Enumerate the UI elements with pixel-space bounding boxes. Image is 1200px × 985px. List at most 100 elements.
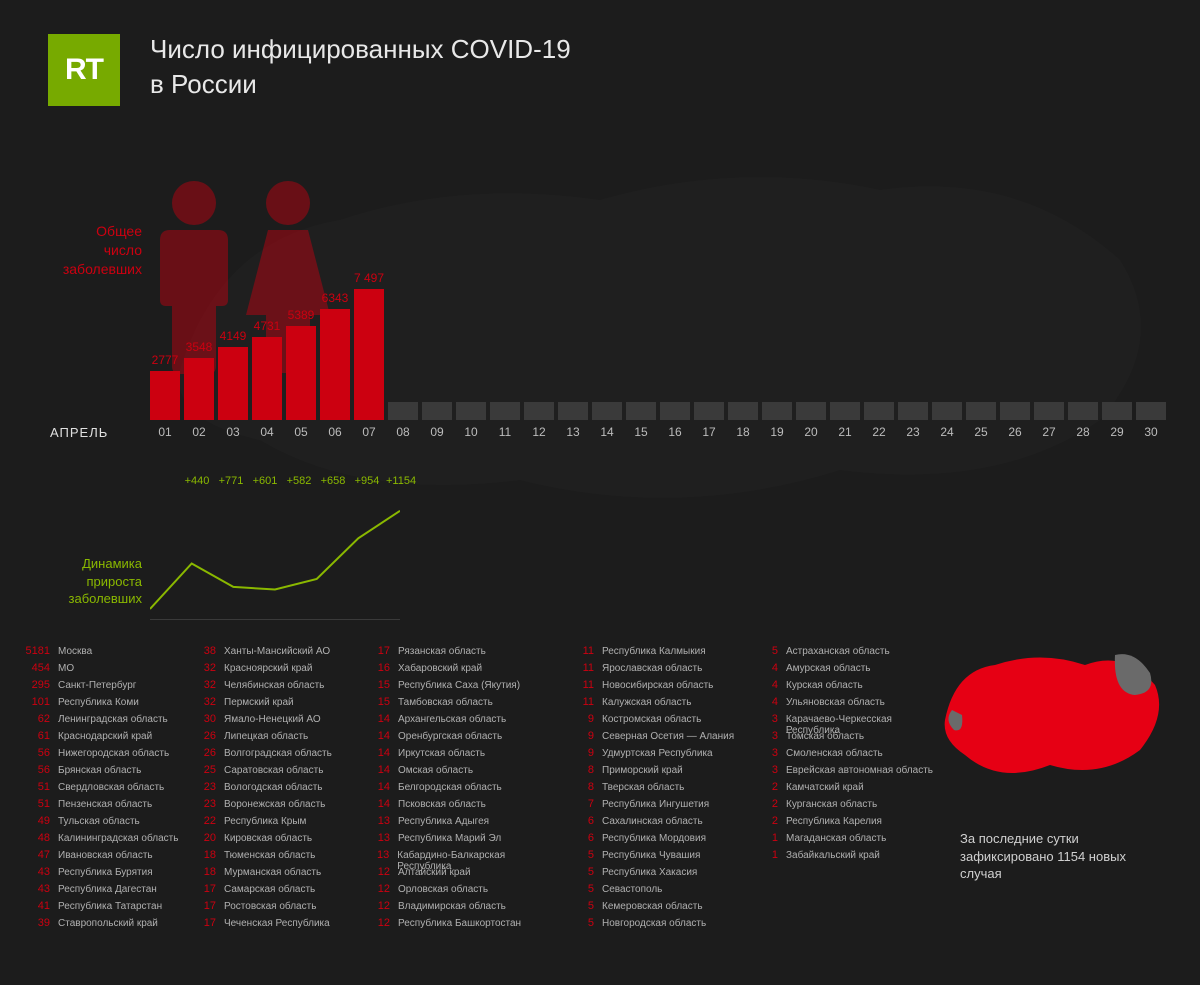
region-row: 3Еврейская автономная область xyxy=(748,764,948,781)
region-name: Владимирская область xyxy=(398,901,506,912)
region-count: 5 xyxy=(564,900,594,912)
region-name: Омская область xyxy=(398,765,473,776)
bar-day-21 xyxy=(830,402,860,420)
region-name: Воронежская область xyxy=(224,799,325,810)
region-name: Астраханская область xyxy=(786,646,890,657)
region-row: 43Республика Бурятия xyxy=(20,866,180,883)
region-count: 5 xyxy=(564,866,594,878)
region-count: 13 xyxy=(360,832,390,844)
day-label: 12 xyxy=(524,425,554,439)
day-label: 05 xyxy=(286,425,316,439)
day-label: 28 xyxy=(1068,425,1098,439)
region-row: 9Удмуртская Республика xyxy=(564,747,742,764)
region-row: 22Республика Крым xyxy=(186,815,354,832)
region-name: Республика Дагестан xyxy=(58,884,157,895)
region-count: 11 xyxy=(564,679,594,691)
region-name: Магаданская область xyxy=(786,833,886,844)
mini-russia-map xyxy=(940,640,1170,790)
bar-day-19 xyxy=(762,402,792,420)
region-count: 9 xyxy=(564,747,594,759)
region-row: 8Приморский край xyxy=(564,764,742,781)
region-count: 38 xyxy=(186,645,216,657)
bar-day-30 xyxy=(1136,402,1166,420)
region-row: 56Брянская область xyxy=(20,764,180,781)
day-label: 01 xyxy=(150,425,180,439)
region-row: 43Республика Дагестан xyxy=(20,883,180,900)
delta-labels: +440+771+601+582+658+954+1154 xyxy=(182,475,416,487)
region-row: 5Новгородская область xyxy=(564,917,742,934)
region-name: Забайкальский край xyxy=(786,850,880,861)
line-chart-label: Динамика прироста заболевших xyxy=(30,555,142,608)
region-row: 5181Москва xyxy=(20,645,180,662)
day-label: 04 xyxy=(252,425,282,439)
region-row: 454МО xyxy=(20,662,180,679)
delta-value: +658 xyxy=(318,475,348,487)
region-name: Ульяновская область xyxy=(786,697,885,708)
region-count: 14 xyxy=(360,730,390,742)
region-count: 4 xyxy=(748,679,778,691)
region-name: Костромская область xyxy=(602,714,701,725)
bar-value: 3548 xyxy=(186,340,213,354)
region-row: 5Республика Чувашия xyxy=(564,849,742,866)
x-axis-days: 0102030405060708091011121314151617181920… xyxy=(150,425,1170,439)
bar-day-16 xyxy=(660,402,690,420)
region-row: 3Карачаево-Черкесская Республика xyxy=(748,713,948,730)
region-row: 17Рязанская область xyxy=(360,645,558,662)
region-name: Новосибирская область xyxy=(602,680,713,691)
region-row: 51Пензенская область xyxy=(20,798,180,815)
region-name: Новгородская область xyxy=(602,918,706,929)
region-count: 26 xyxy=(186,730,216,742)
region-count: 13 xyxy=(360,815,390,827)
region-name: Архангельская область xyxy=(398,714,506,725)
region-name: Свердловская область xyxy=(58,782,164,793)
bar-day-8 xyxy=(388,402,418,420)
region-count: 295 xyxy=(20,679,50,691)
bar-chart: 2777354841494731538963437 497 xyxy=(150,240,1170,420)
region-name: Республика Чувашия xyxy=(602,850,700,861)
day-label: 18 xyxy=(728,425,758,439)
region-row: 32Пермский край xyxy=(186,696,354,713)
region-name: Курская область xyxy=(786,680,863,691)
region-row: 18Мурманская область xyxy=(186,866,354,883)
region-row: 2Курганская область xyxy=(748,798,948,815)
region-name: Псковская область xyxy=(398,799,486,810)
region-name: Иркутская область xyxy=(398,748,485,759)
region-name: Липецкая область xyxy=(224,731,308,742)
region-row: 25Саратовская область xyxy=(186,764,354,781)
region-column: 17Рязанская область16Хабаровский край15Р… xyxy=(360,645,558,934)
region-name: Тамбовская область xyxy=(398,697,493,708)
region-row: 14Омская область xyxy=(360,764,558,781)
region-count: 2 xyxy=(748,781,778,793)
region-row: 11Республика Калмыкия xyxy=(564,645,742,662)
region-count: 32 xyxy=(186,662,216,674)
day-label: 09 xyxy=(422,425,452,439)
region-count: 14 xyxy=(360,781,390,793)
region-name: Ставропольский край xyxy=(58,918,158,929)
bar-day-27 xyxy=(1034,402,1064,420)
region-count: 48 xyxy=(20,832,50,844)
region-row: 9Костромская область xyxy=(564,713,742,730)
region-name: Республика Марий Эл xyxy=(398,833,501,844)
region-row: 14Оренбургская область xyxy=(360,730,558,747)
region-row: 23Вологодская область xyxy=(186,781,354,798)
region-count: 32 xyxy=(186,679,216,691)
region-row: 17Ростовская область xyxy=(186,900,354,917)
region-column: 5Астраханская область4Амурская область4К… xyxy=(748,645,948,934)
region-name: Рязанская область xyxy=(398,646,486,657)
region-name: Ямало-Ненецкий АО xyxy=(224,714,321,725)
region-count: 39 xyxy=(20,917,50,929)
region-count: 12 xyxy=(360,866,390,878)
bar-day-3: 4149 xyxy=(218,347,248,420)
region-row: 3Смоленская область xyxy=(748,747,948,764)
bar-value: 2777 xyxy=(152,353,179,367)
region-count: 62 xyxy=(20,713,50,725)
region-name: Хабаровский край xyxy=(398,663,482,674)
region-name: Ленинградская область xyxy=(58,714,168,725)
region-name: Республика Татарстан xyxy=(58,901,162,912)
region-count: 3 xyxy=(748,713,778,725)
region-count: 49 xyxy=(20,815,50,827)
region-name: Ростовская область xyxy=(224,901,316,912)
region-name: Красноярский край xyxy=(224,663,312,674)
day-label: 25 xyxy=(966,425,996,439)
day-label: 06 xyxy=(320,425,350,439)
